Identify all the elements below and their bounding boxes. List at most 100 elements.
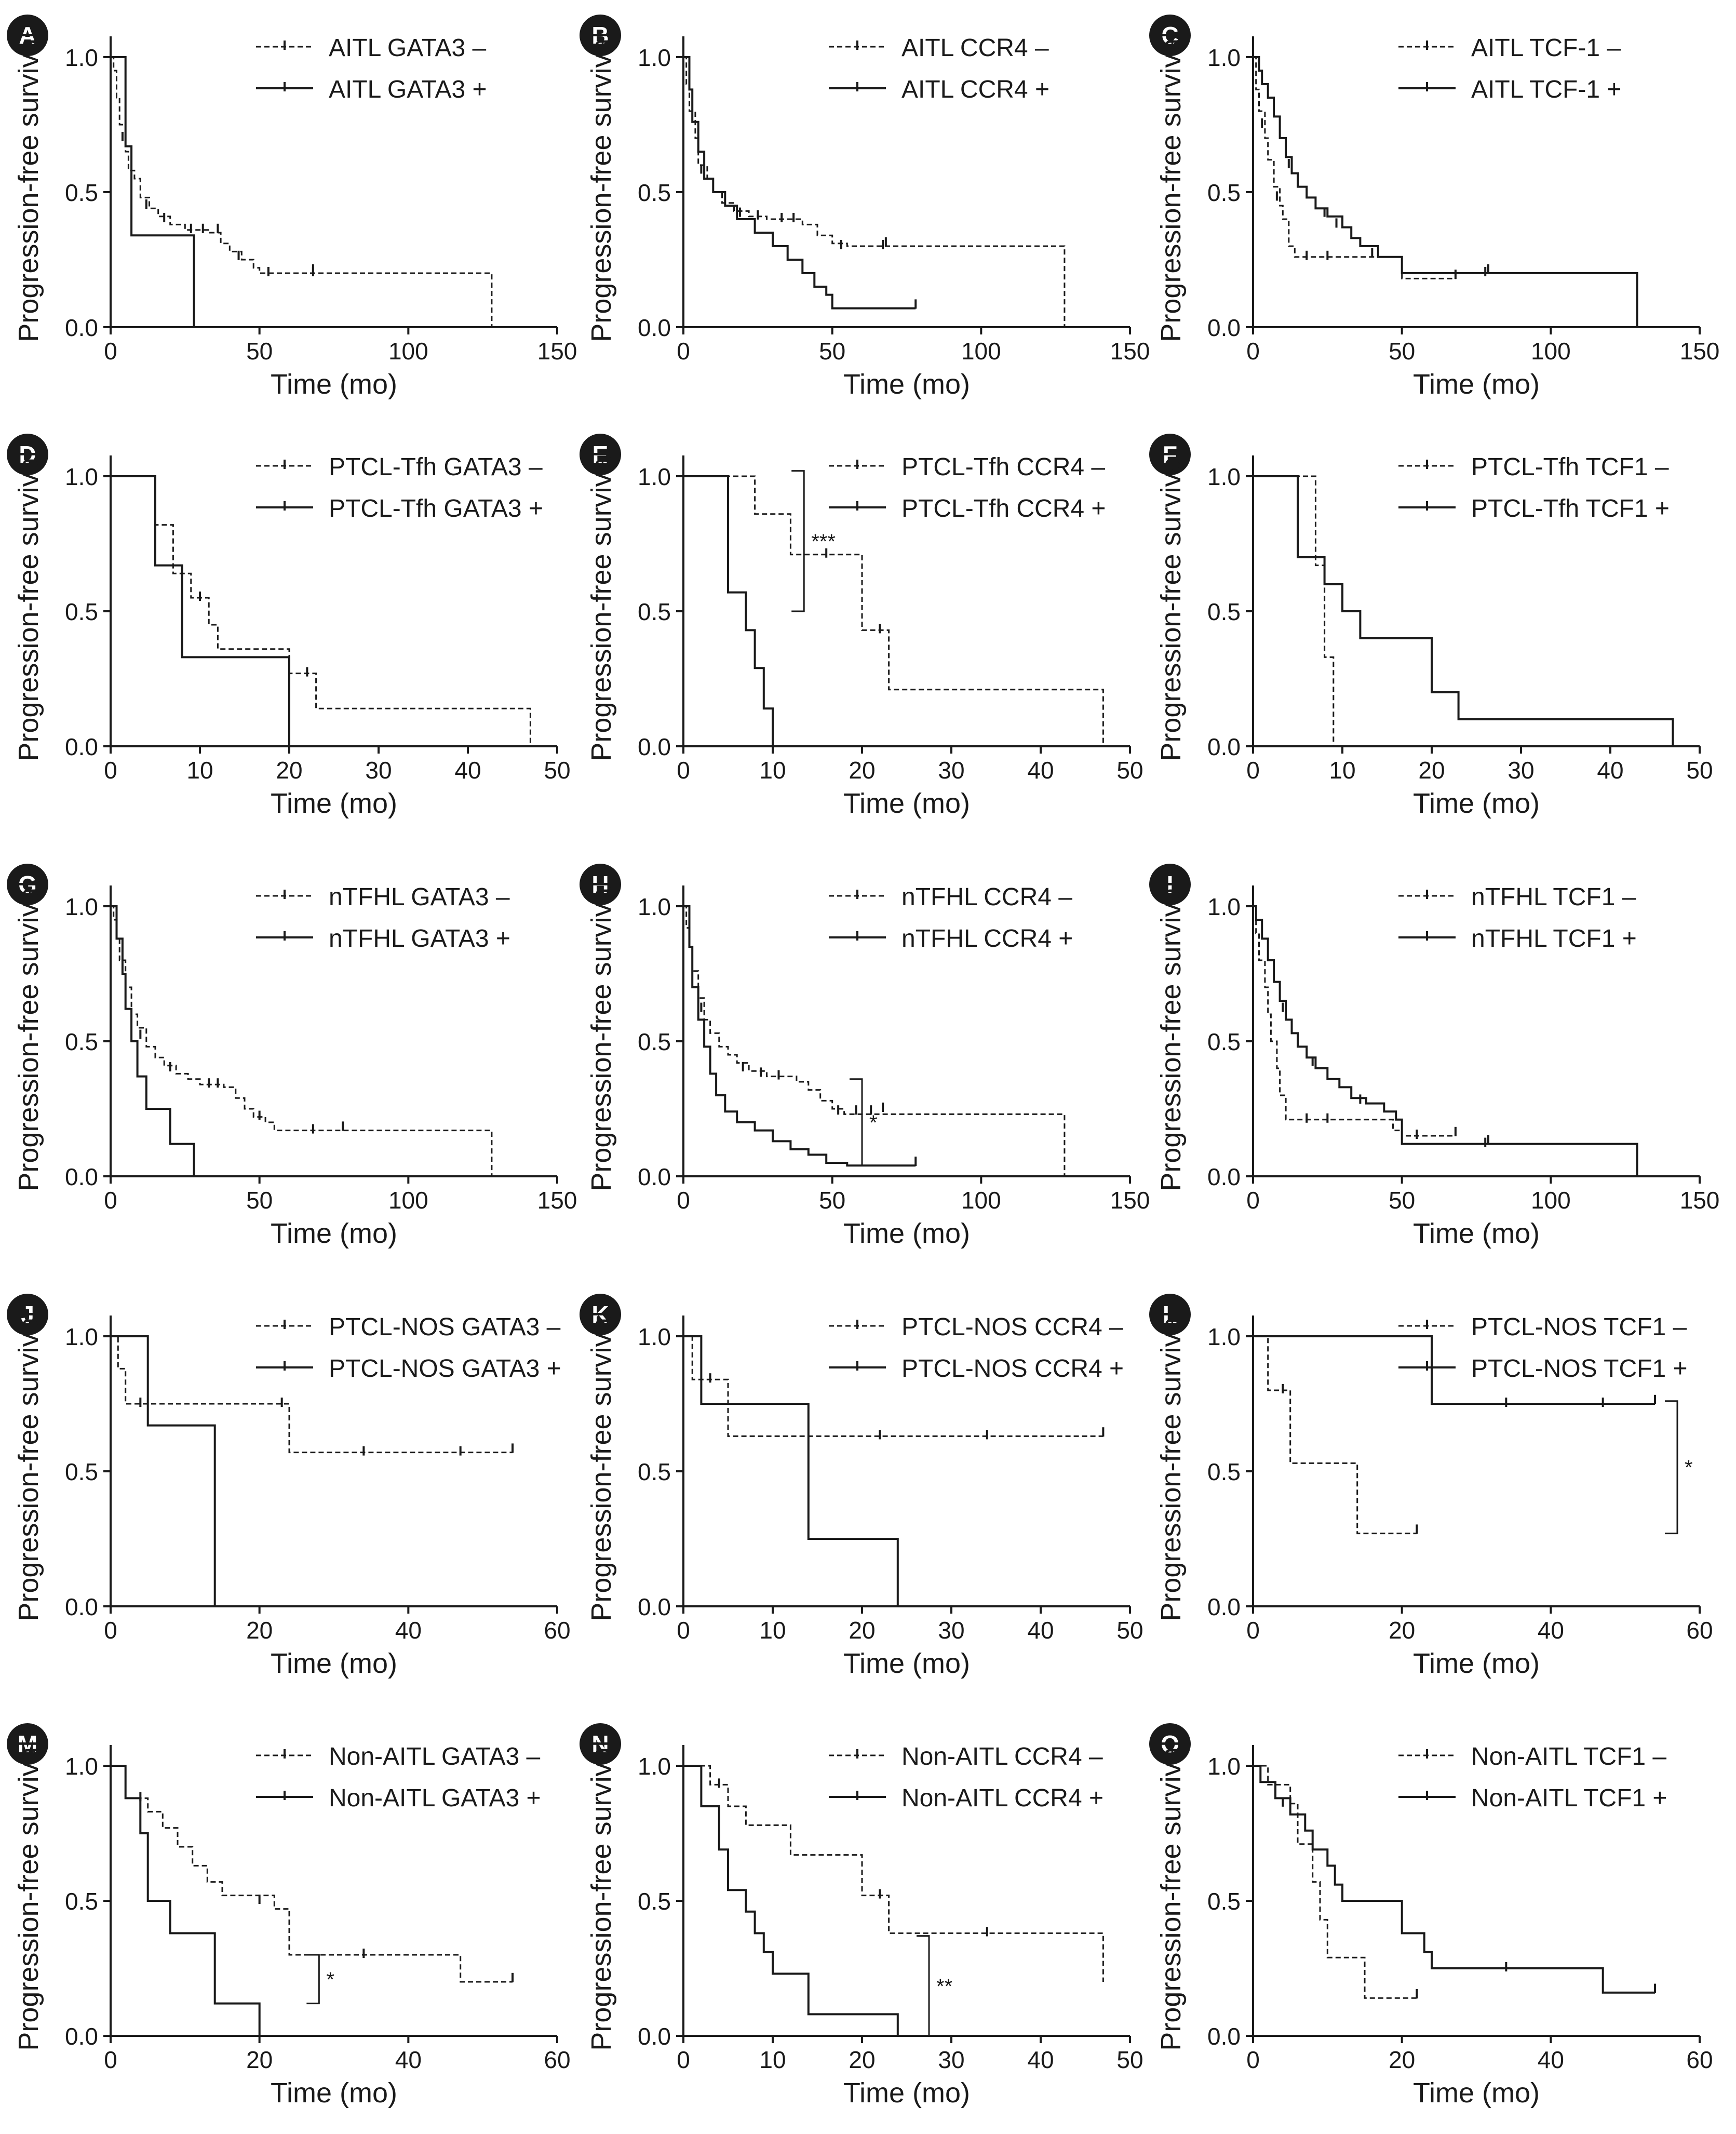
x-tick-label: 150 xyxy=(537,1187,577,1214)
panel-badge-label: A xyxy=(19,22,36,49)
x-tick-label: 50 xyxy=(246,1187,273,1214)
km-curve-positive xyxy=(1253,905,1638,1176)
y-axis-label: Progression-free survival xyxy=(586,451,617,761)
x-tick-label: 0 xyxy=(104,2046,117,2073)
km-curve-negative xyxy=(683,905,1066,1176)
x-tick-label: 10 xyxy=(759,1617,786,1644)
significance-bracket xyxy=(306,1954,320,2005)
km-curve-positive xyxy=(111,1765,261,2036)
legend-label: PTCL-Tfh TCF1 + xyxy=(1471,495,1670,522)
y-tick-label: 0.0 xyxy=(65,1593,98,1620)
significance-bracket xyxy=(850,1078,863,1166)
legend-label: nTFHL CCR4 + xyxy=(901,925,1073,952)
x-tick-label: 150 xyxy=(537,338,577,365)
y-axis-label: Progression-free survival xyxy=(1155,32,1187,342)
x-tick-label: 20 xyxy=(1389,1617,1415,1644)
y-axis-label: Progression-free survival xyxy=(1155,1740,1187,2050)
significance-label: *** xyxy=(811,530,836,553)
x-tick-label: 0 xyxy=(1246,757,1260,784)
km-curve-negative xyxy=(1253,1765,1417,1999)
panel-e: E 0.0 0.5 1.0 0 10 20 30 40 50 Time (mo) Progressio… xyxy=(580,434,1143,819)
x-tick-label: 150 xyxy=(1110,1187,1150,1214)
panel-badge-d xyxy=(7,434,48,475)
x-axis-label: Time (mo) xyxy=(271,1648,397,1679)
y-tick-label: 0.0 xyxy=(1207,733,1241,760)
y-tick-label: 1.0 xyxy=(638,1323,671,1350)
panel-badge-label: O xyxy=(1161,1730,1179,1757)
panel-badge-label: C xyxy=(1161,22,1178,49)
legend-label: PTCL-NOS CCR4 + xyxy=(901,1355,1124,1383)
x-axis-label: Time (mo) xyxy=(271,1218,397,1249)
x-tick-label: 0 xyxy=(1246,1617,1260,1644)
panel-badge-b xyxy=(580,15,621,56)
km-curve-positive xyxy=(683,1335,899,1606)
x-axis-label: Time (mo) xyxy=(843,1218,970,1249)
x-tick-label: 60 xyxy=(1686,1617,1713,1644)
km-curve-negative xyxy=(111,1765,513,1983)
x-tick-label: 40 xyxy=(1027,2046,1054,2073)
x-tick-label: 60 xyxy=(544,1617,570,1644)
km-curve-negative xyxy=(683,1765,1104,1982)
y-axis-label: Progression-free survival xyxy=(586,1740,617,2050)
y-axis-label: Progression-free survival xyxy=(586,1311,617,1621)
y-axis-label: Progression-free survival xyxy=(1155,881,1187,1191)
legend-label: PTCL-Tfh CCR4 – xyxy=(901,453,1105,481)
significance-label: * xyxy=(869,1111,878,1134)
x-tick-label: 50 xyxy=(819,338,845,365)
panel-badge-label: F xyxy=(1163,441,1177,468)
y-tick-label: 0.0 xyxy=(65,2023,98,2050)
km-curve-positive xyxy=(1253,56,1638,327)
legend-label: Non-AITL CCR4 – xyxy=(901,1743,1103,1770)
x-tick-label: 50 xyxy=(1116,757,1143,784)
panel-a: A 0.0 0.5 1.0 0 50 100 150 Time (mo) Progression-… xyxy=(7,15,577,400)
km-curve-negative xyxy=(111,1335,513,1454)
y-tick-label: 0.0 xyxy=(638,314,671,341)
panel-m: M 0.0 0.5 1.0 0 20 40 60 Time (mo) Progression-fr… xyxy=(7,1723,571,2109)
km-curve-negative xyxy=(1253,905,1456,1137)
x-tick-label: 0 xyxy=(677,757,690,784)
km-curve-positive xyxy=(1253,475,1674,746)
y-axis-label: Progression-free survival xyxy=(1155,451,1187,761)
x-axis-label: Time (mo) xyxy=(843,369,970,400)
y-tick-label: 0.0 xyxy=(1207,2023,1241,2050)
y-axis-label: Progression-free survival xyxy=(13,451,44,761)
panel-d: D 0.0 0.5 1.0 0 10 20 30 40 50 Time (mo) Progressio… xyxy=(7,434,571,819)
legend-label: PTCL-Tfh GATA3 + xyxy=(329,495,543,522)
y-tick-label: 0.5 xyxy=(1207,1458,1241,1485)
legend-label: nTFHL GATA3 + xyxy=(329,925,510,952)
x-tick-label: 50 xyxy=(1116,2046,1143,2073)
panel-badge-f xyxy=(1149,434,1191,475)
y-tick-label: 1.0 xyxy=(1207,1753,1241,1780)
y-tick-label: 0.5 xyxy=(65,179,98,206)
y-tick-label: 1.0 xyxy=(1207,463,1241,490)
y-tick-label: 1.0 xyxy=(638,893,671,920)
y-tick-label: 0.5 xyxy=(1207,1888,1241,1915)
x-tick-label: 20 xyxy=(246,1617,273,1644)
y-tick-label: 1.0 xyxy=(1207,1323,1241,1350)
y-tick-label: 0.5 xyxy=(65,1028,98,1055)
x-tick-label: 0 xyxy=(677,2046,690,2073)
x-tick-label: 40 xyxy=(395,2046,422,2073)
panel-badge-label: N xyxy=(591,1730,609,1757)
y-tick-label: 1.0 xyxy=(65,44,98,71)
km-curve-positive xyxy=(111,1335,216,1606)
legend-label: nTFHL CCR4 – xyxy=(901,883,1072,911)
panel-c: C 0.0 0.5 1.0 0 50 100 150 Time (mo) Progression-… xyxy=(1149,15,1719,400)
km-curve-negative xyxy=(683,1335,1103,1437)
x-tick-label: 30 xyxy=(938,2046,964,2073)
x-tick-label: 40 xyxy=(1027,757,1054,784)
y-tick-label: 1.0 xyxy=(65,1323,98,1350)
x-tick-label: 100 xyxy=(1531,1187,1571,1214)
x-tick-label: 20 xyxy=(849,757,875,784)
panel-l: L 0.0 0.5 1.0 0 20 40 60 Time (mo) Progression-fr… xyxy=(1149,1294,1713,1679)
legend-label: AITL TCF-1 – xyxy=(1471,34,1621,62)
y-tick-label: 0.5 xyxy=(1207,179,1241,206)
x-tick-label: 10 xyxy=(1329,757,1355,784)
y-tick-label: 0.0 xyxy=(638,1163,671,1190)
panel-badge-label: D xyxy=(19,441,36,468)
y-tick-label: 0.5 xyxy=(1207,598,1241,625)
x-tick-label: 40 xyxy=(1027,1617,1054,1644)
km-curve-positive xyxy=(683,56,916,310)
x-tick-label: 0 xyxy=(104,338,117,365)
panel-badge-label: K xyxy=(591,1301,609,1328)
